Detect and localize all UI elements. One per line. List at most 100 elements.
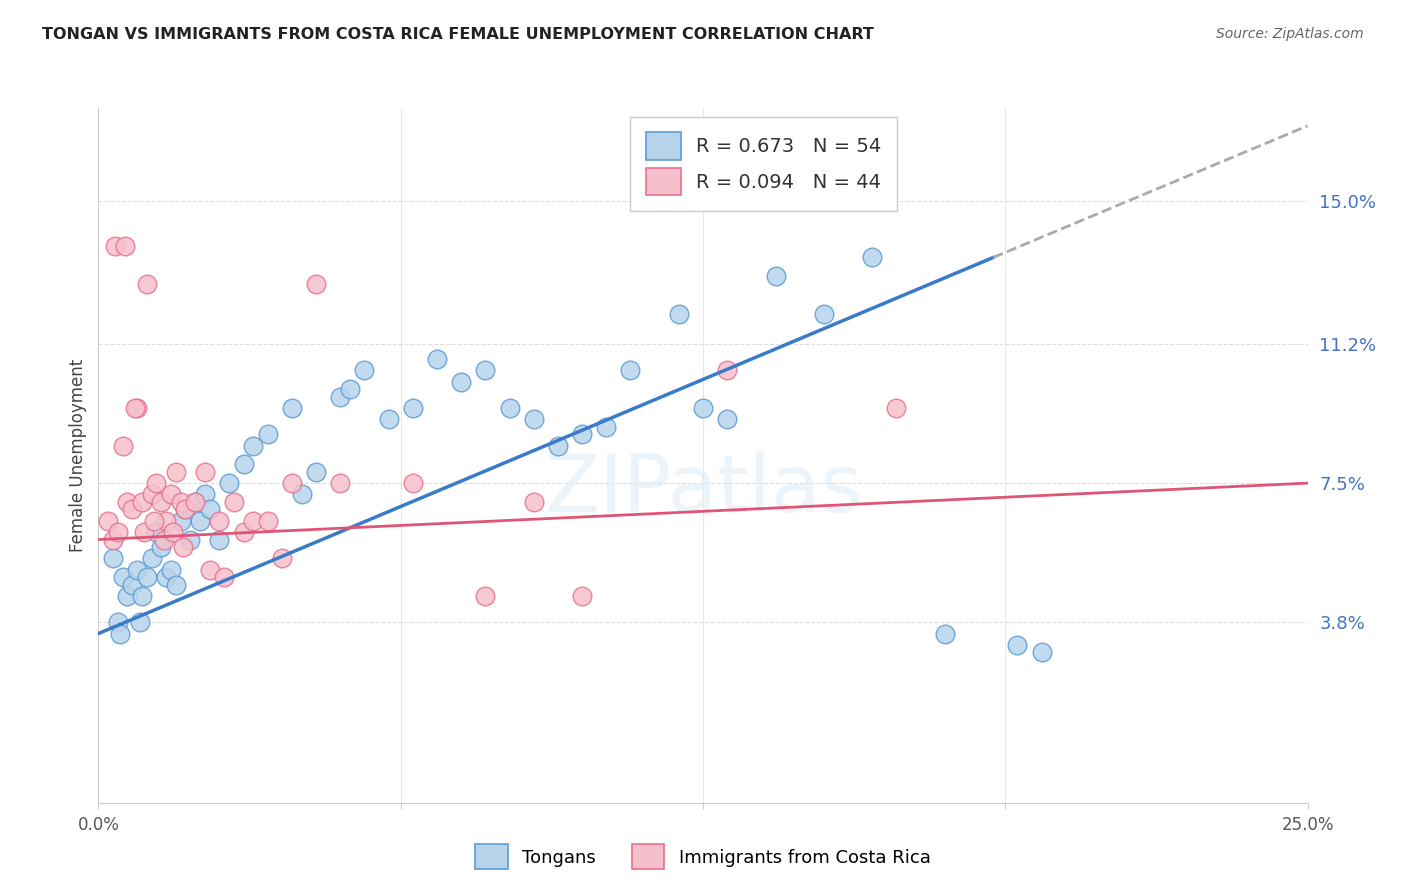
Point bbox=[145, 524, 167, 539]
Point bbox=[256, 514, 278, 528]
Point bbox=[692, 401, 714, 415]
Point bbox=[174, 502, 197, 516]
Point bbox=[523, 495, 546, 509]
Legend: R = 0.673   N = 54, R = 0.094   N = 44: R = 0.673 N = 54, R = 0.094 N = 44 bbox=[630, 117, 897, 211]
Point bbox=[212, 570, 235, 584]
Point bbox=[450, 375, 472, 389]
Point bbox=[121, 577, 143, 591]
Point bbox=[571, 589, 593, 603]
Point bbox=[150, 540, 173, 554]
Text: Source: ZipAtlas.com: Source: ZipAtlas.com bbox=[1216, 27, 1364, 41]
Legend: Tongans, Immigrants from Costa Rica: Tongans, Immigrants from Costa Rica bbox=[467, 835, 939, 879]
Text: 25.0%: 25.0% bbox=[1281, 816, 1334, 834]
Point bbox=[765, 269, 787, 284]
Point bbox=[198, 563, 221, 577]
Point bbox=[111, 570, 134, 584]
Y-axis label: Female Unemployment: Female Unemployment bbox=[69, 359, 87, 551]
Point bbox=[107, 615, 129, 630]
Point bbox=[198, 502, 221, 516]
Point bbox=[271, 551, 294, 566]
Point bbox=[155, 570, 177, 584]
Point bbox=[668, 307, 690, 321]
Point bbox=[426, 351, 449, 366]
Point bbox=[194, 465, 217, 479]
Point bbox=[145, 476, 167, 491]
Point bbox=[135, 277, 157, 291]
Point bbox=[165, 465, 187, 479]
Point bbox=[131, 589, 153, 603]
Point bbox=[474, 589, 496, 603]
Text: TONGAN VS IMMIGRANTS FROM COSTA RICA FEMALE UNEMPLOYMENT CORRELATION CHART: TONGAN VS IMMIGRANTS FROM COSTA RICA FEM… bbox=[42, 27, 875, 42]
Point bbox=[108, 626, 131, 640]
Point bbox=[242, 514, 264, 528]
Point bbox=[135, 570, 157, 584]
Point bbox=[165, 577, 187, 591]
Point bbox=[111, 438, 134, 452]
Point bbox=[152, 533, 174, 547]
Point bbox=[1007, 638, 1029, 652]
Point bbox=[117, 495, 139, 509]
Point bbox=[121, 502, 143, 516]
Point bbox=[329, 476, 352, 491]
Point bbox=[402, 401, 425, 415]
Point bbox=[160, 563, 183, 577]
Point bbox=[886, 401, 908, 415]
Point bbox=[232, 458, 254, 472]
Text: 0.0%: 0.0% bbox=[77, 816, 120, 834]
Point bbox=[114, 239, 136, 253]
Point bbox=[571, 427, 593, 442]
Point bbox=[934, 626, 956, 640]
Point bbox=[162, 524, 184, 539]
Point bbox=[169, 514, 191, 528]
Point bbox=[188, 514, 211, 528]
Point bbox=[498, 401, 520, 415]
Point bbox=[242, 438, 264, 452]
Point bbox=[117, 589, 139, 603]
Point bbox=[290, 487, 312, 501]
Point bbox=[716, 363, 738, 377]
Point bbox=[208, 533, 231, 547]
Point bbox=[127, 563, 149, 577]
Point bbox=[218, 476, 240, 491]
Point bbox=[523, 412, 546, 426]
Point bbox=[107, 524, 129, 539]
Point bbox=[619, 363, 641, 377]
Point bbox=[716, 412, 738, 426]
Point bbox=[104, 239, 127, 253]
Point bbox=[474, 363, 496, 377]
Point bbox=[305, 277, 328, 291]
Point bbox=[184, 495, 207, 509]
Point bbox=[128, 615, 150, 630]
Point bbox=[97, 514, 120, 528]
Point bbox=[141, 551, 163, 566]
Point bbox=[150, 495, 173, 509]
Point bbox=[194, 487, 217, 501]
Point bbox=[305, 465, 328, 479]
Point bbox=[232, 524, 254, 539]
Point bbox=[101, 533, 124, 547]
Point bbox=[353, 363, 375, 377]
Point bbox=[184, 495, 207, 509]
Point bbox=[813, 307, 835, 321]
Point bbox=[222, 495, 245, 509]
Point bbox=[174, 502, 197, 516]
Point bbox=[547, 438, 569, 452]
Point bbox=[256, 427, 278, 442]
Point bbox=[281, 476, 304, 491]
Point bbox=[131, 495, 153, 509]
Point bbox=[1031, 645, 1053, 659]
Point bbox=[124, 401, 146, 415]
Point bbox=[339, 382, 361, 396]
Point bbox=[169, 495, 191, 509]
Point bbox=[160, 487, 183, 501]
Point bbox=[208, 514, 231, 528]
Point bbox=[179, 533, 201, 547]
Point bbox=[143, 514, 166, 528]
Point bbox=[134, 524, 156, 539]
Point bbox=[281, 401, 304, 415]
Point bbox=[377, 412, 399, 426]
Point bbox=[127, 401, 149, 415]
Point bbox=[141, 487, 163, 501]
Point bbox=[172, 540, 194, 554]
Point bbox=[860, 251, 883, 265]
